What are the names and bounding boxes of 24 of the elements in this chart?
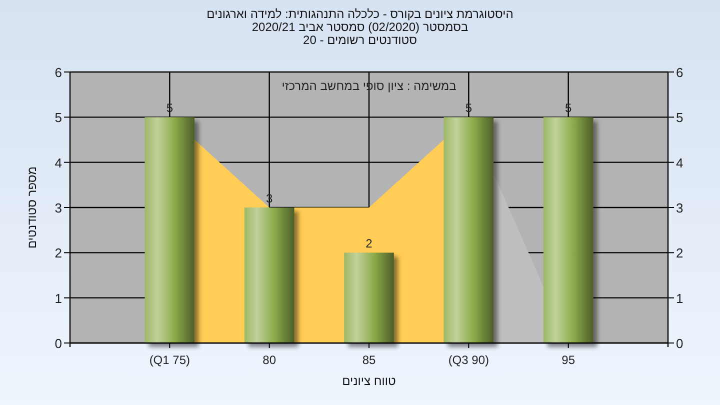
y-tick-label: 1 [54,290,62,306]
x-tick-label: (Q3 90) [448,353,490,367]
data-label: 2 [366,236,373,251]
y2-tick-label: 4 [676,155,684,170]
chart-title: היסטוגרמת ציונים בקורס - כלכלה התנהגותית: למידה וארגונים [206,7,514,21]
x-tick-label: 95 [562,353,576,367]
y-tick-label: 4 [54,155,62,170]
y2-tick-label: 0 [676,336,684,351]
y-tick-label: 2 [54,246,62,261]
y-tick-label: 6 [54,65,62,80]
y2-tick-label: 5 [676,110,684,126]
x-axis-title: טווח ציונים [342,374,396,388]
y2-tick-label: 6 [676,65,684,80]
y-axis-title: מספר סטודנטים [25,166,39,249]
x-tick-label: (Q1 75) [149,353,190,367]
chart-subtitle: בסמסטר (02/2020) סמסטר אביב 2020/21 סטודנטים רשומים - 20 [252,20,468,47]
y2-tick-label: 3 [676,200,684,216]
y2-tick-label: 1 [676,290,684,306]
x-tick-label: 85 [362,353,376,367]
y2-tick-label: 2 [676,246,684,261]
x-tick-label: 80 [262,353,276,367]
y-tick-label: 5 [54,110,62,126]
y-tick-label: 0 [54,336,62,351]
y-tick-label: 3 [54,200,62,216]
